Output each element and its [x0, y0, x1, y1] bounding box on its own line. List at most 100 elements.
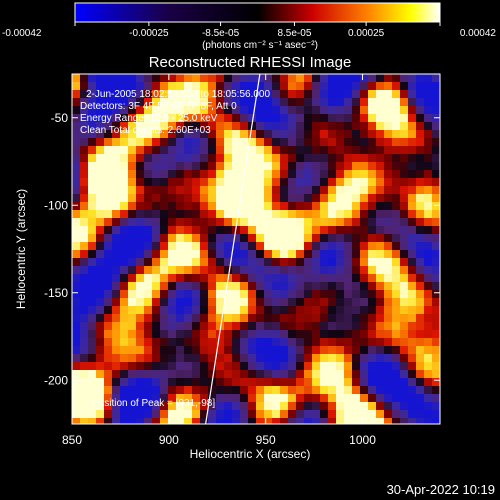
heatmap-cell [272, 370, 281, 379]
heatmap-cell [88, 162, 97, 171]
heatmap-cell [192, 106, 201, 115]
heatmap-cell [416, 394, 425, 403]
heatmap-cell [240, 210, 249, 219]
heatmap-cell [184, 314, 193, 323]
heatmap-cell [296, 186, 305, 195]
heatmap-cell [256, 378, 265, 387]
heatmap-cell [280, 90, 289, 99]
heatmap-cell [320, 330, 329, 339]
heatmap-cell [280, 298, 289, 307]
heatmap-cell [352, 170, 361, 179]
heatmap-cell [312, 402, 321, 411]
heatmap-cell [416, 290, 425, 299]
heatmap-cell [312, 418, 321, 424]
heatmap-cell [400, 410, 409, 419]
heatmap-cell [304, 226, 313, 235]
heatmap-cell [72, 298, 81, 307]
heatmap-cell [112, 370, 121, 379]
heatmap-cell [376, 194, 385, 203]
heatmap-cell [104, 130, 113, 139]
heatmap-cell [256, 242, 265, 251]
heatmap-cell [352, 106, 361, 115]
heatmap-cell [312, 346, 321, 355]
heatmap-cell [320, 282, 329, 291]
heatmap-cell [312, 106, 321, 115]
heatmap-cell [416, 266, 425, 275]
heatmap-cell [232, 386, 241, 395]
heatmap-cell [216, 74, 225, 83]
heatmap-cell [200, 250, 209, 259]
heatmap-cell [168, 170, 177, 179]
heatmap-cell [280, 210, 289, 219]
heatmap-cell [240, 122, 249, 131]
heatmap-cell [128, 194, 137, 203]
heatmap-cell [384, 242, 393, 251]
heatmap-cell [144, 74, 153, 83]
heatmap-cell [104, 258, 113, 267]
heatmap-cell [96, 274, 105, 283]
heatmap-cell [88, 202, 97, 211]
heatmap-cell [384, 178, 393, 187]
heatmap-cell [112, 234, 121, 243]
heatmap-cell [328, 122, 337, 131]
heatmap-cell [216, 98, 225, 107]
heatmap-cell [376, 90, 385, 99]
heatmap-cell [232, 170, 241, 179]
heatmap-cell [256, 250, 265, 259]
heatmap-cell [368, 242, 377, 251]
heatmap-cell [328, 106, 337, 115]
heatmap-cell [216, 138, 225, 147]
heatmap-cell [368, 202, 377, 211]
heatmap-cell [128, 338, 137, 347]
heatmap-cell [168, 138, 177, 147]
heatmap-cell [176, 234, 185, 243]
heatmap-cell [344, 354, 353, 363]
heatmap-cell [312, 354, 321, 363]
heatmap-cell [168, 250, 177, 259]
heatmap-cell [400, 362, 409, 371]
heatmap-cell [384, 218, 393, 227]
heatmap-cell [256, 218, 265, 227]
heatmap-cell [176, 82, 185, 91]
heatmap-cell [224, 362, 233, 371]
heatmap-cell [352, 82, 361, 91]
heatmap-cell [296, 106, 305, 115]
heatmap-cell [272, 250, 281, 259]
heatmap-cell [72, 146, 81, 155]
heatmap-cell [72, 394, 81, 403]
heatmap-cell [424, 330, 433, 339]
heatmap-cell [168, 258, 177, 267]
heatmap-cell [224, 210, 233, 219]
heatmap-cell [112, 346, 121, 355]
heatmap-cell [352, 266, 361, 275]
heatmap-cell [416, 122, 425, 131]
heatmap-cell [384, 226, 393, 235]
heatmap-cell [152, 210, 161, 219]
heatmap-cell [80, 90, 89, 99]
heatmap-cell [96, 234, 105, 243]
heatmap-cell [408, 354, 417, 363]
heatmap-cell [160, 330, 169, 339]
heatmap-cell [432, 90, 440, 99]
heatmap-cell [176, 314, 185, 323]
heatmap-cell [96, 314, 105, 323]
heatmap-cell [96, 362, 105, 371]
heatmap-cell [216, 298, 225, 307]
heatmap-cell [256, 402, 265, 411]
heatmap-cell [88, 418, 97, 424]
heatmap-cell [296, 274, 305, 283]
heatmap-cell [104, 266, 113, 275]
heatmap-cell [344, 258, 353, 267]
heatmap-cell [392, 186, 401, 195]
heatmap-cell [256, 90, 265, 99]
heatmap-cell [136, 226, 145, 235]
heatmap-cell [328, 330, 337, 339]
heatmap-cell [216, 202, 225, 211]
heatmap-cell [344, 106, 353, 115]
heatmap-cell [264, 194, 273, 203]
heatmap-cell [128, 186, 137, 195]
heatmap-cell [368, 266, 377, 275]
heatmap-cell [352, 370, 361, 379]
heatmap-cell [368, 338, 377, 347]
heatmap-cell [384, 258, 393, 267]
